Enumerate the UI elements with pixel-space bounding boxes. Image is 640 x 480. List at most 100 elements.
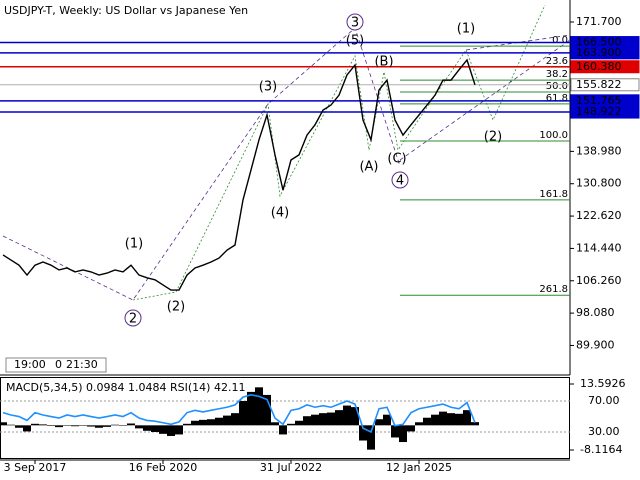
wave-label: (C) xyxy=(387,152,406,167)
macd-bar xyxy=(119,425,127,426)
macd-bar xyxy=(287,423,295,426)
wave-label: (2) xyxy=(484,130,502,145)
macd-bar xyxy=(447,413,455,426)
price-line xyxy=(2,58,476,291)
wave-label: 3 xyxy=(351,16,359,31)
macd-bar xyxy=(423,417,431,426)
wave-circle xyxy=(391,171,409,189)
purple-wave-path xyxy=(2,27,401,301)
fib-label: 261.8 xyxy=(539,284,568,295)
macd-bar xyxy=(335,410,343,426)
wave-label: 2 xyxy=(129,312,137,327)
macd-bar xyxy=(415,422,423,426)
macd-bar xyxy=(311,414,319,426)
fib-label: 38.2 xyxy=(546,69,568,80)
wave-label: (3) xyxy=(259,80,277,95)
macd-bar xyxy=(135,425,143,429)
macd-bar xyxy=(239,401,247,426)
macd-bar xyxy=(463,410,471,426)
macd-bar xyxy=(439,411,447,426)
macd-bar xyxy=(55,425,63,428)
chart-title: USDJPY-T, Weekly: US Dollar vs Japanese … xyxy=(4,4,248,17)
fib-label: 23.6 xyxy=(546,56,568,67)
macd-bar xyxy=(391,425,399,438)
fib-label: 61.8 xyxy=(546,93,568,104)
macd-bar xyxy=(199,419,207,426)
y-tick-label: 130.800 xyxy=(576,177,622,190)
macd-bar xyxy=(303,416,311,426)
indicator-frame xyxy=(0,377,570,459)
macd-bar xyxy=(207,419,215,426)
macd-bar xyxy=(111,424,119,426)
macd-bar xyxy=(255,387,263,426)
macd-bar xyxy=(271,422,279,426)
rsi-line xyxy=(2,393,476,434)
fib-label: 161.8 xyxy=(539,189,568,200)
macd-bar xyxy=(7,424,15,426)
macd-bar xyxy=(471,422,479,426)
level-box xyxy=(570,105,640,119)
rsi-tick-label: 30.00 xyxy=(588,425,620,438)
level-box xyxy=(570,78,640,92)
macd-bar xyxy=(47,425,55,426)
macd-bar xyxy=(143,425,151,431)
macd-tick-label: 13.5926 xyxy=(580,377,626,390)
level-box xyxy=(570,46,640,60)
time-label: 19:00 xyxy=(14,358,46,371)
macd-bar xyxy=(231,413,239,426)
y-tick-label: 138.980 xyxy=(576,144,622,157)
y-tick-label: 114.440 xyxy=(576,241,622,254)
macd-bar xyxy=(95,425,103,428)
macd-bar xyxy=(103,425,111,427)
time-box xyxy=(5,357,107,373)
macd-bar xyxy=(319,413,327,426)
macd-bar xyxy=(327,412,335,426)
macd-bar xyxy=(279,425,287,435)
y-tick-label: 98.080 xyxy=(576,306,615,319)
green-wave-path xyxy=(132,4,546,301)
wave-label: 4 xyxy=(396,174,404,189)
wave-label: (1) xyxy=(125,237,143,252)
wave-label: (A) xyxy=(359,160,378,175)
level-label: 151.765 xyxy=(576,94,622,107)
macd-bar xyxy=(127,423,135,426)
macd-bar xyxy=(351,407,359,426)
macd-bar xyxy=(0,422,7,426)
x-tick-label: 12 Jan 2025 xyxy=(386,461,452,474)
macd-bar xyxy=(15,425,23,428)
macd-bar xyxy=(247,391,255,426)
wave-label: (B) xyxy=(374,55,393,70)
level-label: 166.500 xyxy=(576,36,622,49)
wave-label: (5) xyxy=(346,34,364,49)
x-tick-label: 31 Jul 2022 xyxy=(260,461,322,474)
level-box xyxy=(570,60,640,74)
y-tick-label: 89.900 xyxy=(576,338,615,351)
wave-circle xyxy=(346,13,364,31)
macd-bar xyxy=(431,414,439,426)
macd-bar xyxy=(71,425,79,427)
wave-circle xyxy=(124,309,142,327)
time-label: 21:30 xyxy=(66,358,98,371)
level-label: 160.380 xyxy=(576,60,622,73)
wave-label: (4) xyxy=(271,206,289,221)
macd-bar xyxy=(63,425,71,426)
macd-bar xyxy=(359,425,367,441)
y-tick-label: 122.620 xyxy=(576,209,622,222)
macd-bar xyxy=(383,414,391,426)
level-label: 163.900 xyxy=(576,46,622,59)
x-tick-label: 16 Feb 2020 xyxy=(129,461,197,474)
macd-bar xyxy=(79,425,87,426)
macd-bar xyxy=(263,394,271,426)
y-tick-label: 171.700 xyxy=(576,15,622,28)
rsi-tick-label: 70.00 xyxy=(588,394,620,407)
macd-bar xyxy=(23,425,31,432)
macd-bar xyxy=(159,425,167,434)
macd-bar xyxy=(87,425,95,427)
macd-bar xyxy=(191,420,199,426)
macd-bar xyxy=(343,405,351,426)
fib-label: 50.0 xyxy=(546,81,568,92)
macd-bar xyxy=(215,417,223,426)
macd-bar xyxy=(295,420,303,426)
